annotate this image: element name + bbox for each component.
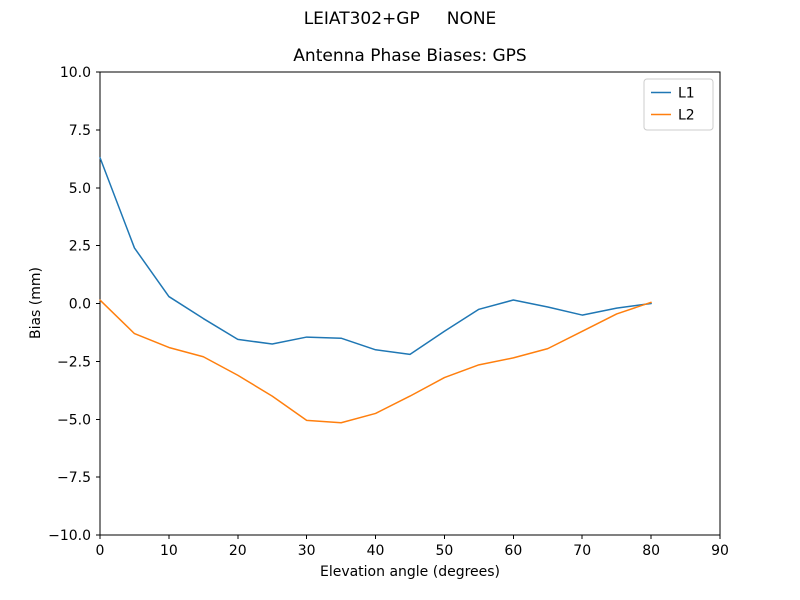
plot-area: 0 10 20 30 40 50 60 70 80 90 −10.0 −7.5 −5.0 −2.5 0.0 2…	[48, 65, 729, 559]
plot-border	[99, 71, 721, 536]
x-tick-label: 40	[367, 543, 385, 559]
y-axis-label: Bias (mm)	[28, 267, 44, 339]
x-tick-label: 60	[504, 543, 522, 559]
y-tick-label: 2.5	[69, 239, 91, 255]
x-tick-label: 80	[642, 543, 660, 559]
x-tick-label: 10	[160, 543, 178, 559]
x-tick-label: 20	[229, 543, 247, 559]
y-tick-label: −7.5	[57, 470, 91, 486]
series-line-L2	[99, 299, 652, 424]
x-tick-label: 70	[573, 543, 591, 559]
y-tick-label: −10.0	[48, 528, 91, 544]
y-tick-label: 5.0	[69, 181, 91, 197]
x-tick-label: 0	[96, 543, 105, 559]
chart-title: Antenna Phase Biases: GPS	[293, 46, 527, 66]
x-tick-label: 50	[436, 543, 454, 559]
y-tick-label: 10.0	[60, 65, 91, 81]
y-tick-label: 0.0	[69, 297, 91, 313]
y-tick-label: −5.0	[57, 412, 91, 428]
x-axis-label: Elevation angle (degrees)	[320, 564, 500, 580]
x-tick-label: 90	[711, 543, 729, 559]
series-line-L1	[99, 156, 652, 356]
y-tick-label: 7.5	[69, 123, 91, 139]
legend-label-L1: L1	[678, 86, 695, 102]
x-tick-label: 30	[298, 543, 316, 559]
y-tick-label: −2.5	[57, 354, 91, 370]
figure-suptitle: LEIAT302+GP NONE	[303, 9, 497, 29]
legend-label-L2: L2	[678, 108, 695, 124]
